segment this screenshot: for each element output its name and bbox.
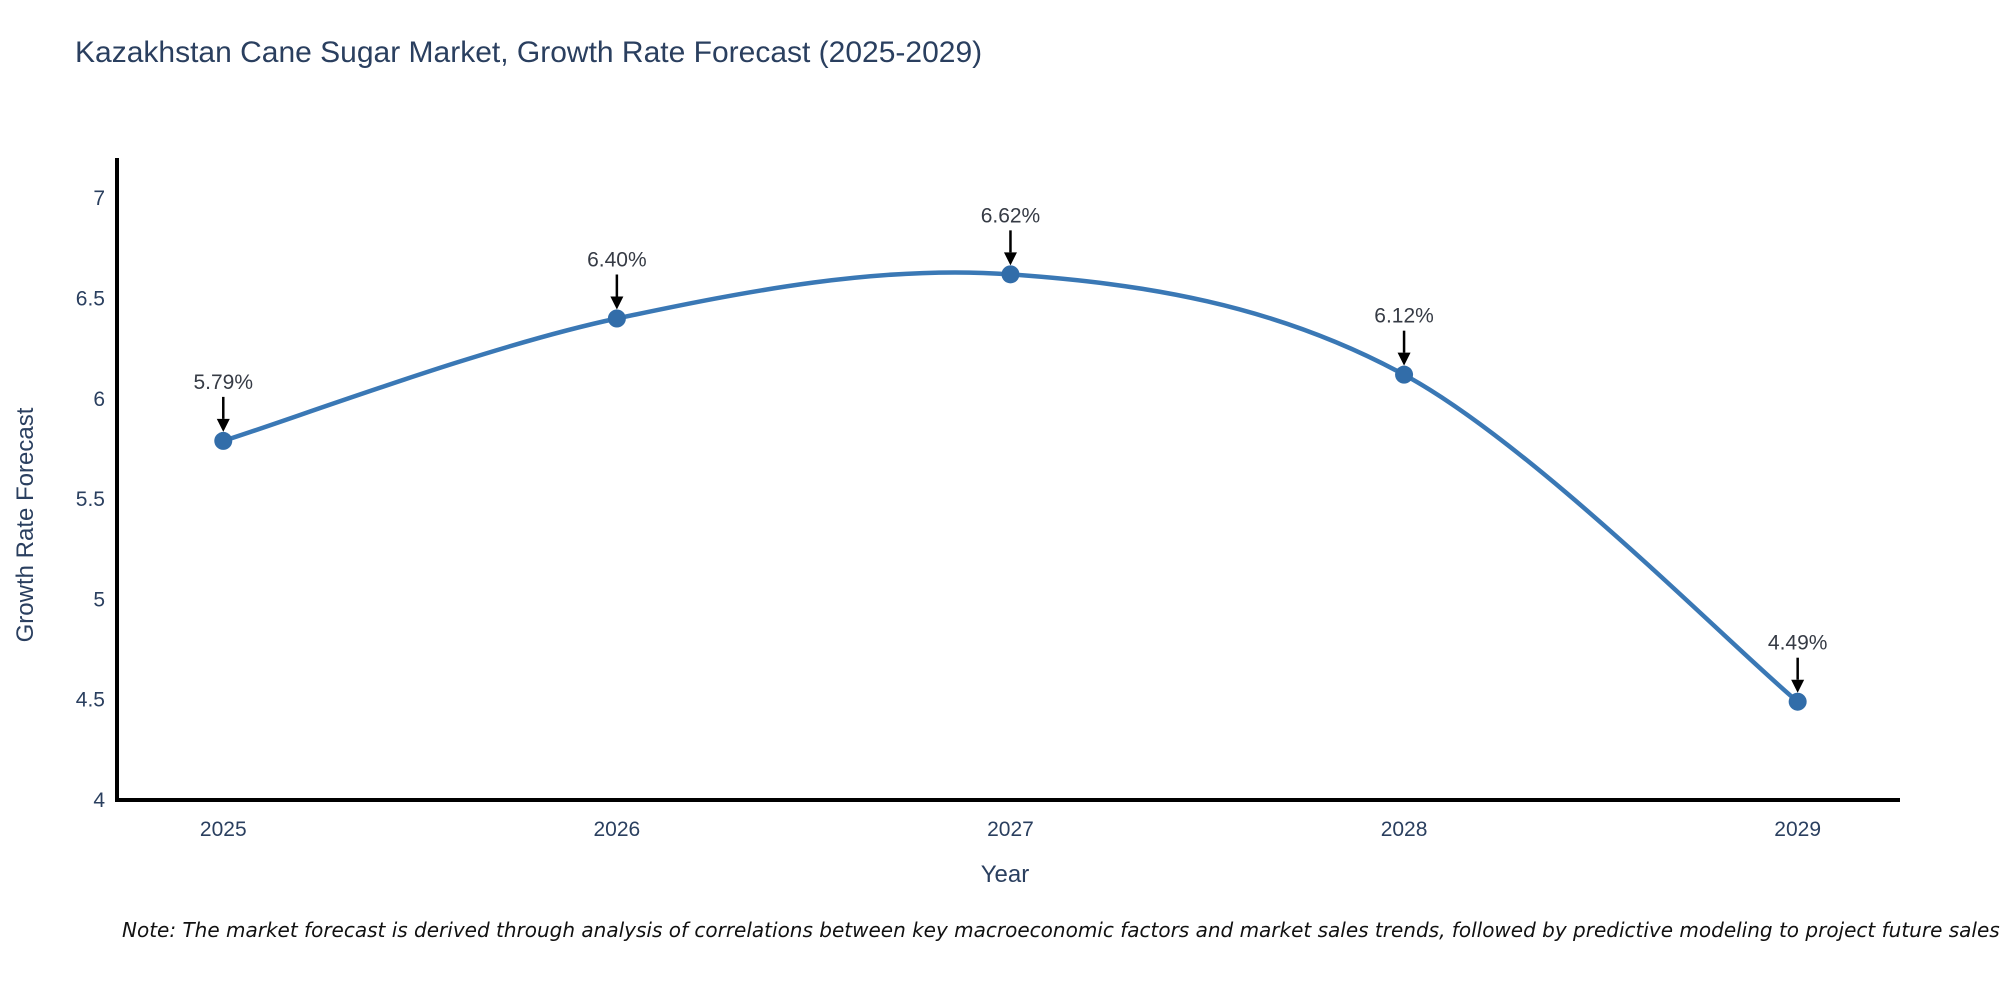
x-axis-title: Year [980, 861, 1030, 888]
data-point-marker [214, 431, 233, 450]
annotation-arrowhead [610, 296, 624, 310]
y-tick-label: 6 [93, 388, 105, 411]
data-point-label: 6.40% [587, 249, 647, 272]
x-tick-label: 2029 [1774, 818, 1821, 841]
forecast-line [221, 270, 1800, 704]
footnote: Note: The market forecast is derived thr… [122, 918, 2000, 942]
chart-title: Kazakhstan Cane Sugar Market, Growth Rat… [75, 36, 983, 69]
data-point-label: 6.12% [1374, 305, 1434, 328]
y-tick-label: 4 [93, 789, 105, 812]
data-point-marker [1395, 365, 1414, 384]
data-point-marker [607, 309, 626, 328]
annotation-arrowhead [1791, 679, 1805, 693]
data-point-marker [1001, 265, 1020, 284]
annotation-arrowhead [1397, 352, 1411, 366]
data-point-label: 5.79% [193, 371, 253, 394]
y-tick-label: 6.5 [76, 287, 105, 310]
y-tick-label: 4.5 [76, 689, 105, 712]
data-point-marker [1788, 692, 1807, 711]
y-tick-label: 5 [93, 588, 105, 611]
x-tick-label: 2025 [200, 818, 247, 841]
data-point-label: 4.49% [1768, 632, 1828, 655]
y-tick-label: 7 [93, 187, 105, 210]
annotation-arrowhead [1003, 252, 1017, 266]
data-point-label: 6.62% [981, 204, 1041, 227]
x-tick-label: 2027 [987, 818, 1034, 841]
x-tick-label: 2028 [1381, 818, 1428, 841]
x-tick-label: 2026 [594, 818, 641, 841]
annotation-arrowhead [216, 418, 230, 432]
y-tick-label: 5.5 [76, 488, 105, 511]
